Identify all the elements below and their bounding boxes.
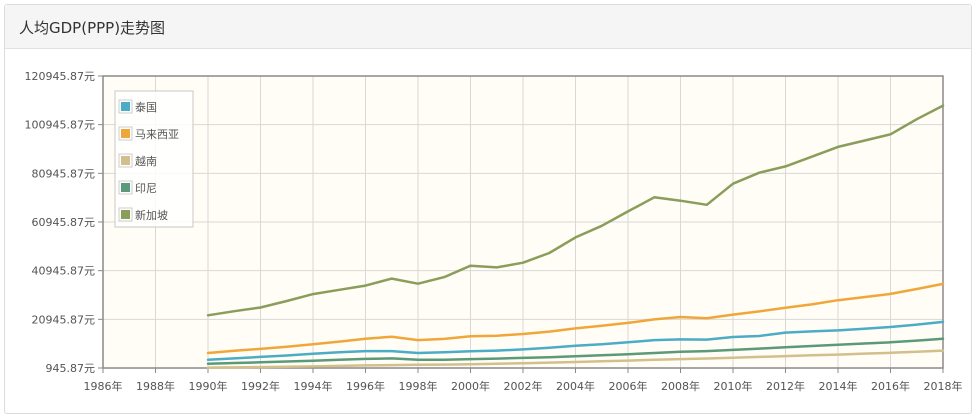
y-tick-label: 120945.87元 [25, 70, 96, 83]
y-tick-label: 60945.87元 [32, 216, 96, 229]
legend-swatch [121, 210, 130, 219]
x-tick-label: 2010年 [714, 379, 753, 393]
x-tick-label: 2004年 [556, 379, 595, 393]
x-tick-label: 1994年 [294, 379, 333, 393]
x-tick-label: 1992年 [241, 379, 280, 393]
x-tick-label: 2000年 [451, 379, 490, 393]
legend-swatch [121, 102, 130, 111]
legend-label: 新加坡 [135, 208, 168, 222]
y-tick-label: 945.87元 [46, 362, 96, 375]
legend-label: 印尼 [135, 182, 157, 195]
series-line [206, 104, 945, 317]
legend-label: 马来西亚 [135, 128, 179, 141]
legend-label: 越南 [135, 154, 157, 168]
legend-swatch [121, 129, 130, 138]
y-tick-label: 80945.87元 [32, 167, 96, 180]
x-tick-label: 1996年 [346, 379, 385, 393]
series-line [206, 349, 945, 369]
x-tick-label: 2006年 [609, 379, 648, 393]
legend-swatch [121, 183, 130, 192]
x-tick-label: 2002年 [504, 379, 543, 393]
x-tick-label: 1986年 [84, 379, 123, 393]
panel-header: 人均GDP(PPP)走势图 [5, 5, 971, 49]
x-tick-label: 2014年 [819, 379, 858, 393]
y-tick-label: 100945.87元 [25, 119, 96, 132]
x-tick-label: 1988年 [136, 379, 175, 393]
x-tick-label: 1998年 [399, 379, 438, 393]
legend-label: 泰国 [135, 100, 157, 114]
x-tick-label: 2016年 [871, 379, 910, 393]
x-tick-label: 2012年 [766, 379, 805, 393]
series-line [206, 337, 945, 365]
y-tick-label: 40945.87元 [32, 265, 96, 278]
x-tick-label: 2018年 [924, 379, 963, 393]
panel-title: 人均GDP(PPP)走势图 [19, 19, 166, 37]
legend-swatch [121, 156, 130, 165]
x-tick-label: 2008年 [661, 379, 700, 393]
series-line [206, 320, 945, 362]
x-tick-label: 1990年 [189, 379, 228, 393]
y-tick-label: 20945.87元 [32, 313, 96, 326]
series-line [206, 282, 945, 355]
